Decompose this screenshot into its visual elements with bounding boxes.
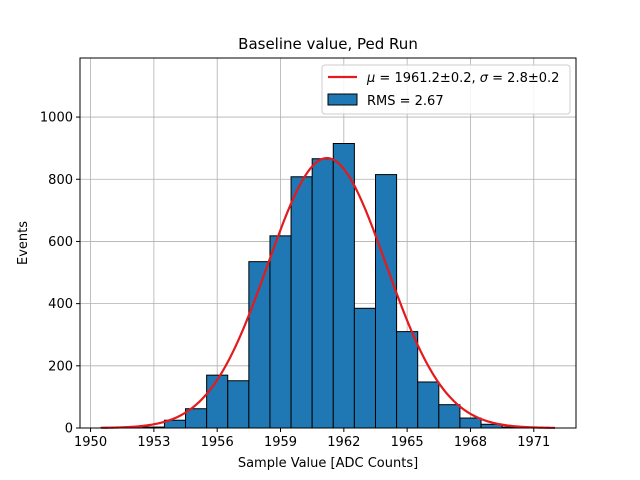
chart-title: Baseline value, Ped Run [238,35,418,53]
y-tick-label: 400 [48,297,73,312]
histogram-bar [396,331,419,429]
y-axis-ticks: 0 200 400 600 800 1000 [40,111,80,437]
legend-bar-swatch [327,93,358,106]
x-tick-label: 1962 [327,435,360,450]
histogram-bar [290,176,313,429]
x-tick-label: 1968 [454,435,487,450]
x-axis-label: Sample Value [ADC Counts] [238,456,418,471]
x-tick-label: 1956 [201,435,234,450]
y-tick-label: 1000 [40,111,73,126]
histogram-bar [353,307,376,429]
histogram-bar [332,143,355,429]
y-tick-label: 600 [48,235,73,250]
gaussian-fit-curve [101,157,555,429]
legend-mu-value: = 1961.2±0.2, [375,71,479,86]
x-tick-label: 1953 [137,435,170,450]
x-tick-label: 1950 [74,435,107,450]
y-tick-label: 200 [48,359,73,374]
x-tick-label: 1959 [264,435,297,450]
legend-mu-symbol: μ [366,71,375,86]
plot-frame [79,57,577,429]
x-axis-ticks: 1950 1953 1956 1959 1962 1965 1968 1971 [74,428,550,450]
histogram-bar [311,158,334,429]
y-tick-label: 0 [65,422,73,437]
histogram-bars [100,143,524,429]
histogram-bar [417,381,440,429]
legend-fit-label: μ = 1961.2±0.2, σ = 2.8±0.2 [366,71,559,86]
histogram-bar [227,380,250,429]
y-tick-label: 800 [48,173,73,188]
histogram-bar [438,404,461,429]
x-tick-label: 1965 [391,435,424,450]
histogram-bar [374,174,398,429]
legend-box [321,64,571,115]
y-axis-label: Events [16,221,31,265]
legend-rms-label: RMS = 2.67 [367,94,444,109]
legend-sigma-value: = 2.8±0.2 [488,71,559,86]
histogram-bar [459,417,482,429]
legend-sigma-symbol: σ [480,71,489,86]
x-tick-label: 1971 [517,435,550,450]
histogram-bar [206,374,229,429]
legend: μ = 1961.2±0.2, σ = 2.8±0.2 RMS = 2.67 [321,64,571,115]
histogram-bar [269,235,292,429]
